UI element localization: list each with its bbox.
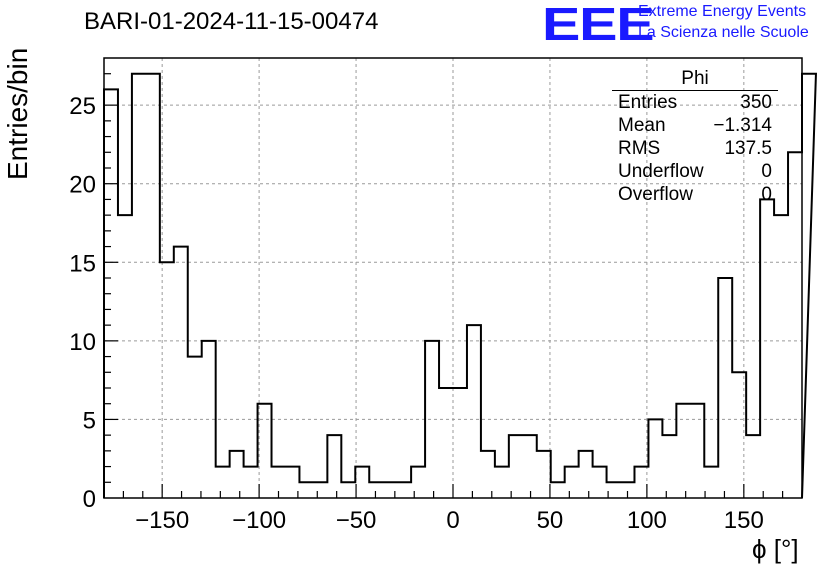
logo-caption-line2: La Scienza nelle Scuole — [638, 24, 809, 41]
histogram-bin — [216, 467, 230, 498]
stats-label: Entries — [618, 92, 678, 113]
histogram-bin — [718, 278, 732, 498]
histogram-bin — [648, 419, 662, 498]
y-tick-label: 0 — [83, 486, 96, 513]
histogram-bin — [327, 435, 341, 498]
histogram-bin — [411, 467, 425, 498]
histogram-bin — [258, 404, 272, 498]
histogram-bin — [453, 388, 467, 498]
histogram-bin — [565, 467, 579, 498]
histogram-bin — [746, 435, 760, 498]
stats-value: −1.314 — [713, 115, 772, 136]
histogram-bin — [551, 482, 565, 498]
x-tick-label: −50 — [336, 507, 377, 534]
y-tick-label: 5 — [83, 407, 96, 434]
histogram-bin — [676, 404, 690, 498]
histogram-bin — [188, 357, 202, 498]
stats-row-mean: Mean −1.314 — [612, 114, 778, 137]
stats-box: Phi Entries 350 Mean −1.314 RMS 137.5 Un… — [612, 68, 778, 206]
x-tick-label: 50 — [537, 507, 564, 534]
histogram-bin — [397, 482, 411, 498]
histogram-bin — [579, 451, 593, 498]
x-axis-label: ϕ [°] — [752, 534, 799, 564]
x-tick-label: 150 — [724, 507, 764, 534]
y-tick-label: 20 — [69, 172, 96, 199]
stats-row-rms: RMS 137.5 — [612, 137, 778, 160]
stats-label: Underflow — [618, 161, 704, 182]
y-axis-label: Entries/bin — [2, 47, 33, 180]
histogram-bin — [509, 435, 523, 498]
histogram-bin — [537, 451, 551, 498]
histogram-bin — [174, 247, 188, 498]
y-tick-label: 10 — [69, 329, 96, 356]
y-tick-label: 25 — [69, 93, 96, 120]
eee-logo: EEE — [542, 0, 655, 50]
x-tick-label: −150 — [135, 507, 189, 534]
x-tick-label: −100 — [232, 507, 286, 534]
histogram-bin — [704, 467, 718, 498]
histogram-bin — [467, 325, 481, 498]
stats-value: 137.5 — [724, 138, 772, 159]
histogram-bin — [230, 451, 244, 498]
stats-label: RMS — [618, 138, 661, 159]
histogram-bin — [439, 388, 453, 498]
histogram-bin — [341, 482, 355, 498]
histogram-bin — [369, 482, 383, 498]
histogram-bin — [662, 435, 676, 498]
histogram-series — [103, 72, 817, 499]
histogram-bin — [481, 451, 495, 498]
stats-row-underflow: Underflow 0 — [612, 160, 778, 183]
histogram-bin — [788, 152, 802, 498]
histogram-title: BARI-01-2024-11-15-00474 — [84, 8, 379, 35]
histogram-bin — [313, 482, 327, 498]
stats-label: Mean — [618, 115, 666, 136]
stats-label: Overflow — [618, 184, 693, 205]
histogram-bin — [523, 435, 537, 498]
y-tick-label: 15 — [69, 250, 96, 277]
stats-value: 0 — [761, 161, 772, 182]
histogram-bin — [132, 74, 146, 498]
histogram-bin — [593, 467, 607, 498]
histogram-bin — [495, 467, 509, 498]
logo-caption-line1: Extreme Energy Events — [638, 3, 807, 20]
stats-value: 350 — [740, 92, 772, 113]
histogram-bin — [355, 467, 369, 498]
histogram-bin — [690, 404, 704, 498]
histogram-bin — [299, 482, 313, 498]
stats-row-entries: Entries 350 — [612, 91, 778, 114]
histogram-bin — [118, 215, 132, 498]
histogram-bin — [146, 74, 160, 498]
histogram-bin — [774, 215, 788, 498]
histogram-bin — [244, 467, 258, 498]
stats-row-overflow: Overflow 0 — [612, 183, 778, 206]
stats-name: Phi — [612, 68, 778, 91]
histogram-bin — [760, 199, 774, 498]
x-tick-label: 0 — [446, 507, 459, 534]
stats-value: 0 — [761, 184, 772, 205]
x-tick-label: 100 — [627, 507, 667, 534]
